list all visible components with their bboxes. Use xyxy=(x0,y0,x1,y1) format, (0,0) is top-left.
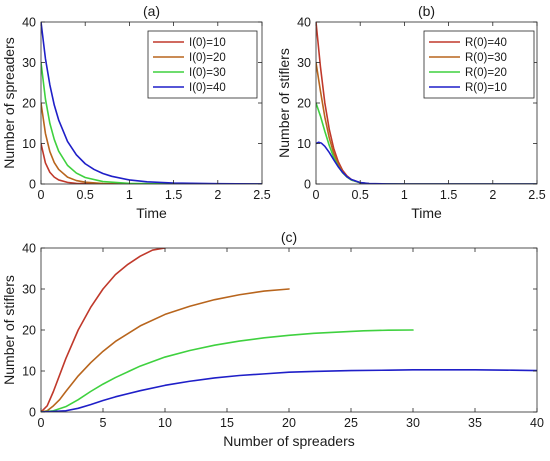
x-tick-label: 2 xyxy=(489,188,496,202)
series-line-3 xyxy=(316,102,537,184)
series-line-4 xyxy=(316,141,537,184)
legend-entry: R(0)=30 xyxy=(465,52,507,64)
y-tick-label: 20 xyxy=(22,324,36,338)
x-tick-label: 25 xyxy=(344,416,358,430)
y-tick-label: 30 xyxy=(297,56,311,70)
axes-box xyxy=(40,247,538,413)
x-tick-label: 2.5 xyxy=(253,188,270,202)
x-tick-label: 1.5 xyxy=(165,188,182,202)
legend-entry: I(0)=30 xyxy=(189,67,226,79)
y-tick-label: 0 xyxy=(29,406,36,420)
y-tick-label: 30 xyxy=(22,56,36,70)
x-tick-label: 20 xyxy=(282,416,296,430)
legend-entry: R(0)=10 xyxy=(465,82,507,94)
x-tick-label: 15 xyxy=(220,416,234,430)
legend-entry: R(0)=20 xyxy=(465,67,507,79)
y-axis-label: Number of stiflers xyxy=(276,48,292,158)
y-tick-label: 10 xyxy=(297,137,311,151)
y-tick-label: 40 xyxy=(22,16,36,30)
panel-title: (b) xyxy=(418,3,435,19)
y-tick-label: 20 xyxy=(22,97,36,111)
legend-entry: R(0)=40 xyxy=(465,37,507,49)
legend-entry: I(0)=10 xyxy=(189,37,226,49)
y-tick-label: 0 xyxy=(29,178,36,192)
x-axis-label: Number of spreaders xyxy=(223,433,355,449)
series-line-4 xyxy=(41,22,262,184)
series-line-1 xyxy=(41,248,166,412)
y-tick-label: 40 xyxy=(297,16,311,30)
x-tick-label: 2 xyxy=(214,188,221,202)
panel-b: 0 0.5 1 1.5 2 2.5 0 10 20 30 40 (b) Time Number of st… xyxy=(276,3,546,221)
panel-title: (a) xyxy=(143,3,160,19)
x-tick-label: 1 xyxy=(401,188,408,202)
y-tick-label: 40 xyxy=(22,242,36,256)
x-tick-label: 30 xyxy=(406,416,420,430)
series-line-2 xyxy=(41,288,290,412)
x-tick-label: 35 xyxy=(468,416,482,430)
series-line-1 xyxy=(41,142,262,184)
y-axis-label: Number of spreaders xyxy=(1,37,17,169)
legend: I(0)=10 I(0)=20 I(0)=30 I(0)=40 xyxy=(147,30,258,99)
legend-entry: I(0)=20 xyxy=(189,52,226,64)
y-tick-label: 20 xyxy=(297,97,311,111)
x-axis-label: Time xyxy=(411,205,442,221)
x-tick-label: 0 xyxy=(313,188,320,202)
series-line-2 xyxy=(41,102,262,184)
x-tick-label: 0 xyxy=(38,188,45,202)
x-axis-label: Time xyxy=(136,205,167,221)
series-line-4 xyxy=(41,368,537,412)
x-tick-label: 10 xyxy=(158,416,172,430)
x-tick-label: 2.5 xyxy=(528,188,545,202)
legend: R(0)=40 R(0)=30 R(0)=20 R(0)=10 xyxy=(423,30,535,99)
x-tick-label: 0.5 xyxy=(77,188,94,202)
x-tick-label: 1 xyxy=(126,188,133,202)
x-tick-label: 0 xyxy=(38,416,45,430)
legend-entry: I(0)=40 xyxy=(189,82,226,94)
y-tick-label: 0 xyxy=(304,178,311,192)
x-tick-label: 1.5 xyxy=(440,188,457,202)
y-axis-label: Number of stiflers xyxy=(1,275,17,385)
panel-c: 0 5 10 15 20 25 30 35 40 0 10 20 30 40 (c) Number of sp… xyxy=(1,229,544,449)
y-tick-label: 10 xyxy=(22,137,36,151)
panel-a: 0 0.5 1 1.5 2 2.5 0 10 20 30 40 (a) Time Number of sp… xyxy=(1,3,271,221)
y-tick-label: 30 xyxy=(22,283,36,297)
y-tick-label: 10 xyxy=(22,365,36,379)
x-tick-label: 40 xyxy=(530,416,544,430)
x-tick-label: 5 xyxy=(100,416,107,430)
panel-title: (c) xyxy=(281,229,297,245)
series-line-3 xyxy=(41,329,414,412)
x-tick-label: 0.5 xyxy=(352,188,369,202)
